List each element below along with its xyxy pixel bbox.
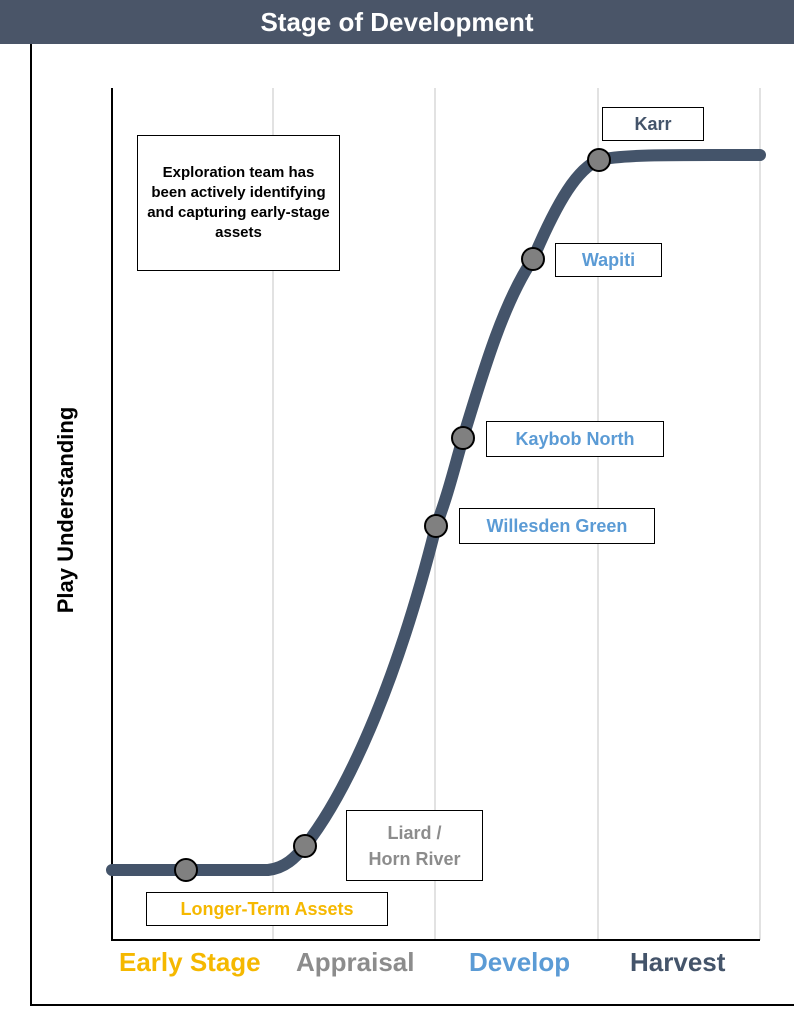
label-liard-line2: Horn River [368,848,461,869]
marker-liard-horn-river [293,834,317,858]
label-liard-line1: Liard / [387,822,442,843]
stage-harvest: Harvest [630,947,726,977]
stage-early: Early Stage [119,947,261,977]
marker-karr [587,148,611,172]
marker-longer-term-assets [174,858,198,882]
stage-appraisal: Appraisal [296,947,415,977]
label-liard-horn-river: Liard / Horn River [346,810,483,881]
label-kaybob-north: Kaybob North [486,421,664,457]
marker-kaybob-north [451,426,475,450]
page-title: Stage of Development [0,0,794,44]
label-willesden-green: Willesden Green [459,508,655,544]
marker-wapiti [521,247,545,271]
label-wapiti: Wapiti [555,243,662,277]
marker-willesden-green [424,514,448,538]
exploration-note: Exploration team has been actively ident… [137,135,340,271]
label-karr: Karr [602,107,704,141]
stage-develop: Develop [469,947,571,977]
label-longer-term-assets: Longer-Term Assets [146,892,388,926]
page-frame [30,44,794,1006]
